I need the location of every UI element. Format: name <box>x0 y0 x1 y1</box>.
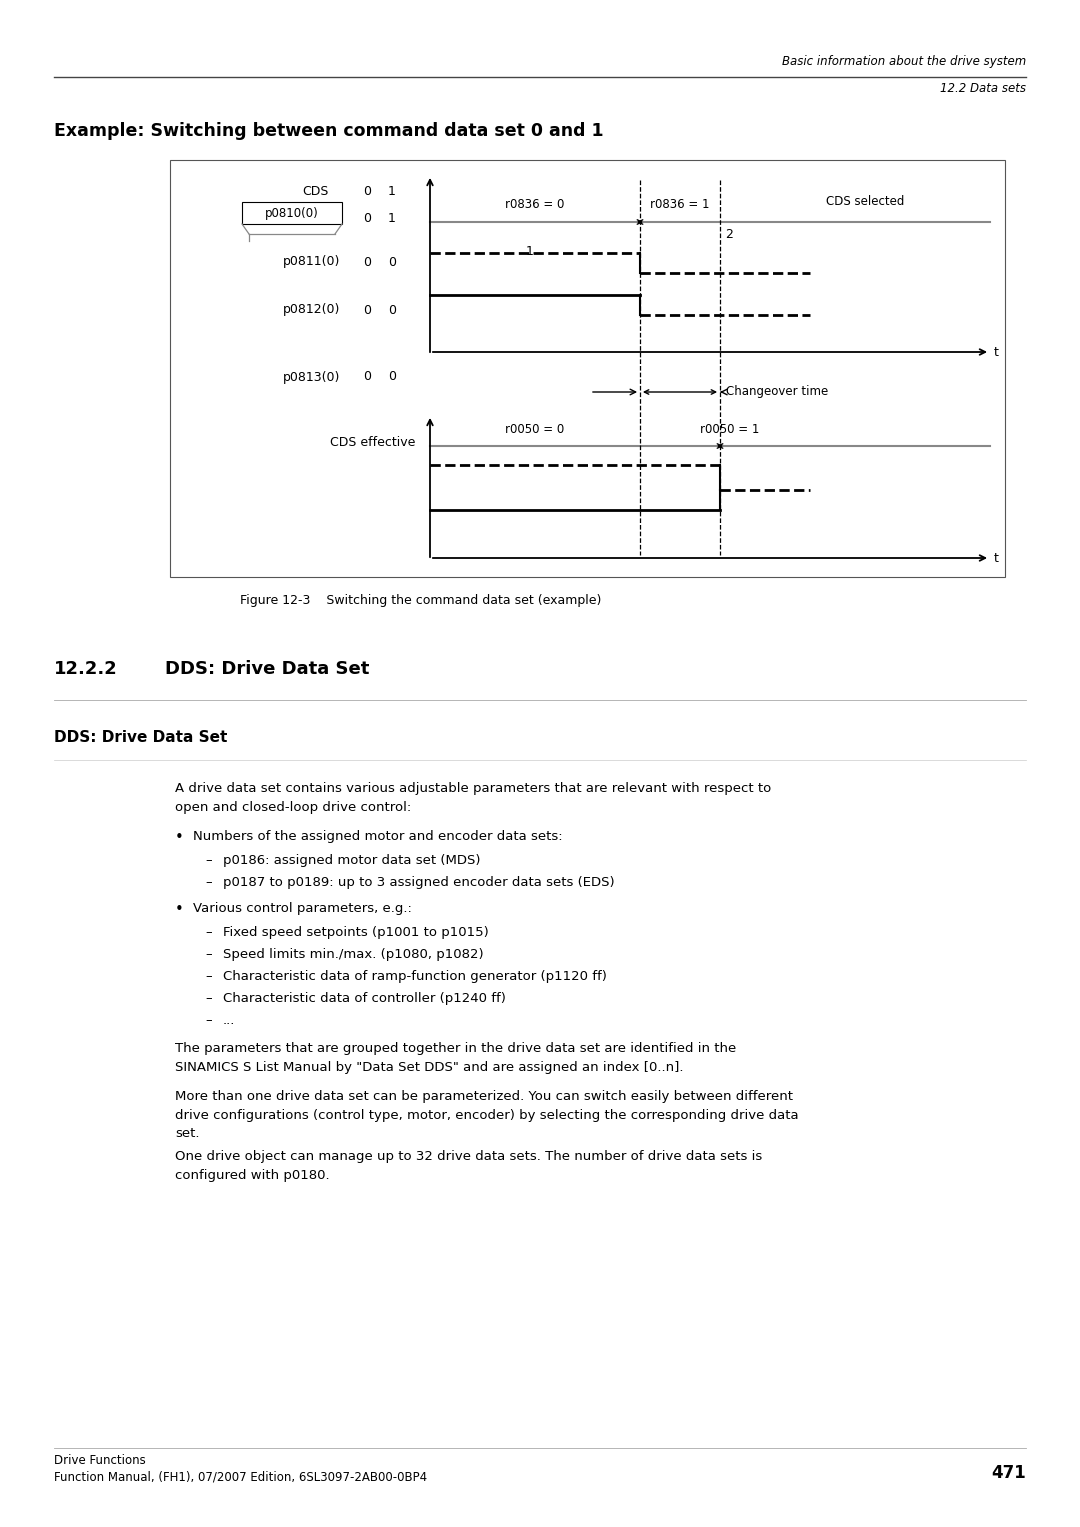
Text: p0813(0): p0813(0) <box>283 371 340 383</box>
Text: 0: 0 <box>363 304 372 316</box>
Text: 0: 0 <box>363 371 372 383</box>
Text: CDS selected: CDS selected <box>826 195 904 208</box>
Text: –: – <box>205 854 212 867</box>
Text: Speed limits min./max. (p1080, p1082): Speed limits min./max. (p1080, p1082) <box>222 948 484 960</box>
Text: ...: ... <box>222 1014 235 1028</box>
Text: 2: 2 <box>725 228 733 241</box>
Text: Characteristic data of ramp-function generator (p1120 ff): Characteristic data of ramp-function gen… <box>222 970 607 983</box>
Text: Fixed speed setpoints (p1001 to p1015): Fixed speed setpoints (p1001 to p1015) <box>222 925 489 939</box>
Text: –: – <box>205 993 212 1005</box>
Text: 471: 471 <box>991 1464 1026 1483</box>
Text: –: – <box>205 970 212 983</box>
Text: 0: 0 <box>363 185 372 199</box>
Text: Numbers of the assigned motor and encoder data sets:: Numbers of the assigned motor and encode… <box>193 831 563 843</box>
Text: –: – <box>205 925 212 939</box>
Text: r0050 = 1: r0050 = 1 <box>700 423 759 437</box>
Text: A drive data set contains various adjustable parameters that are relevant with r: A drive data set contains various adjust… <box>175 782 771 814</box>
Text: 1: 1 <box>388 185 396 199</box>
Text: 0: 0 <box>388 304 396 316</box>
Text: r0836 = 1: r0836 = 1 <box>650 199 710 211</box>
Text: Drive Functions: Drive Functions <box>54 1454 146 1467</box>
Text: •: • <box>175 831 184 844</box>
Text: r0050 = 0: r0050 = 0 <box>505 423 565 437</box>
Text: 12.2.2: 12.2.2 <box>54 660 118 678</box>
Text: 0: 0 <box>363 255 372 269</box>
Text: p0186: assigned motor data set (MDS): p0186: assigned motor data set (MDS) <box>222 854 481 867</box>
Text: p0187 to p0189: up to 3 assigned encoder data sets (EDS): p0187 to p0189: up to 3 assigned encoder… <box>222 876 615 889</box>
Text: The parameters that are grouped together in the drive data set are identified in: The parameters that are grouped together… <box>175 1041 737 1073</box>
Text: Function Manual, (FH1), 07/2007 Edition, 6SL3097-2AB00-0BP4: Function Manual, (FH1), 07/2007 Edition,… <box>54 1471 427 1483</box>
Text: Basic information about the drive system: Basic information about the drive system <box>782 55 1026 69</box>
Text: CDS effective: CDS effective <box>329 435 415 449</box>
Text: –: – <box>205 1014 212 1028</box>
Text: 1: 1 <box>526 244 534 258</box>
Text: DDS: Drive Data Set: DDS: Drive Data Set <box>54 730 228 745</box>
Bar <box>170 160 1005 577</box>
Text: 0: 0 <box>388 371 396 383</box>
Text: 12.2 Data sets: 12.2 Data sets <box>940 82 1026 95</box>
Text: Changeover time: Changeover time <box>726 385 828 399</box>
Text: p0810(0): p0810(0) <box>265 206 319 220</box>
Text: Characteristic data of controller (p1240 ff): Characteristic data of controller (p1240… <box>222 993 505 1005</box>
Text: t: t <box>994 345 999 359</box>
Text: •: • <box>175 902 184 918</box>
Text: CDS: CDS <box>301 185 328 199</box>
Text: p0811(0): p0811(0) <box>283 255 340 269</box>
Text: Example: Switching between command data set 0 and 1: Example: Switching between command data … <box>54 122 604 140</box>
Text: –: – <box>205 876 212 889</box>
Text: t: t <box>994 551 999 565</box>
Text: –: – <box>205 948 212 960</box>
Text: Various control parameters, e.g.:: Various control parameters, e.g.: <box>193 902 411 915</box>
Text: 0: 0 <box>388 255 396 269</box>
Text: One drive object can manage up to 32 drive data sets. The number of drive data s: One drive object can manage up to 32 dri… <box>175 1150 762 1182</box>
Text: 0: 0 <box>363 212 372 224</box>
Bar <box>242 202 342 224</box>
Text: r0836 = 0: r0836 = 0 <box>505 199 565 211</box>
Text: DDS: Drive Data Set: DDS: Drive Data Set <box>165 660 369 678</box>
Text: p0812(0): p0812(0) <box>283 304 340 316</box>
Text: Figure 12-3    Switching the command data set (example): Figure 12-3 Switching the command data s… <box>240 594 602 608</box>
Text: More than one drive data set can be parameterized. You can switch easily between: More than one drive data set can be para… <box>175 1090 798 1141</box>
Text: 1: 1 <box>388 212 396 224</box>
